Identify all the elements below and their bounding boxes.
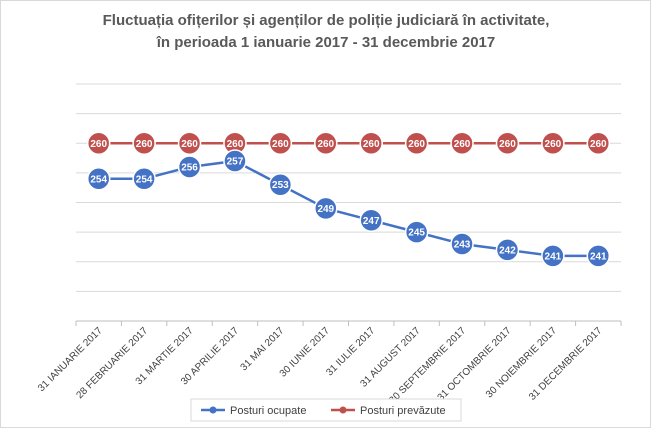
series-markers: 260 260 260 260 260 260 260 260 260 260 260 260 254 2… (86, 131, 611, 268)
data-label: 260 (363, 139, 380, 150)
data-point (314, 131, 338, 155)
data-point (450, 131, 474, 155)
data-label: 249 (317, 204, 334, 215)
data-point (223, 149, 247, 173)
data-label: 260 (545, 139, 562, 150)
data-point (495, 238, 520, 262)
data-point (177, 131, 202, 155)
legend: Posturi ocupate Posturi prevăzute (190, 398, 462, 422)
series-lines (98, 142, 599, 258)
x-tick-label: 31 MAI 2017 (239, 325, 287, 373)
gridlines (76, 83, 621, 292)
data-label: 253 (272, 180, 289, 191)
data-point (86, 167, 111, 191)
x-axis (75, 320, 622, 326)
data-label: 243 (454, 239, 471, 250)
x-tick-label: 31 OCTOMBRIE 2017 (436, 325, 514, 403)
chart-subtitle: în perioada 1 ianuarie 2017 - 31 decembr… (156, 34, 496, 51)
data-label: 257 (227, 157, 244, 168)
data-point (404, 220, 429, 244)
legend-box (190, 398, 462, 422)
data-label: 254 (136, 174, 153, 185)
data-label: 241 (590, 251, 607, 262)
data-point (541, 131, 565, 155)
legend-label: Posturi prevăzute (360, 405, 446, 417)
series-line (98, 159, 599, 258)
legend-label: Posturi ocupate (230, 405, 306, 417)
data-label: 241 (545, 251, 562, 262)
data-point (132, 167, 156, 191)
data-label: 245 (408, 228, 425, 239)
data-label: 254 (90, 174, 107, 185)
data-label: 247 (363, 216, 380, 227)
data-point (177, 155, 202, 179)
chart-title: Fluctuația ofițerilor și agenților de po… (103, 12, 550, 29)
data-label: 260 (317, 139, 334, 150)
data-label: 260 (454, 139, 471, 150)
data-point (268, 131, 293, 155)
data-point (586, 244, 611, 268)
data-point (359, 131, 383, 155)
data-label: 260 (499, 139, 516, 150)
data-point (86, 131, 111, 155)
data-label: 260 (181, 139, 198, 150)
data-label: 260 (408, 139, 425, 150)
data-label: 242 (499, 245, 516, 256)
data-point (586, 131, 611, 155)
data-point (132, 131, 156, 155)
data-point (450, 232, 474, 256)
data-point (404, 131, 429, 155)
legend-swatch-marker (209, 406, 217, 414)
data-point (541, 244, 565, 268)
legend-swatch-marker (339, 406, 347, 414)
data-label: 260 (136, 139, 153, 150)
data-label: 260 (90, 139, 107, 150)
data-point (495, 131, 520, 155)
x-tick-label: 30 SEPTEMBRIE 2017 (387, 325, 468, 406)
data-label: 260 (272, 139, 289, 150)
data-label: 260 (227, 139, 244, 150)
data-point (359, 208, 383, 233)
data-point (314, 196, 338, 221)
data-label: 256 (181, 162, 198, 173)
data-point (268, 172, 293, 197)
data-label: 260 (590, 139, 607, 150)
